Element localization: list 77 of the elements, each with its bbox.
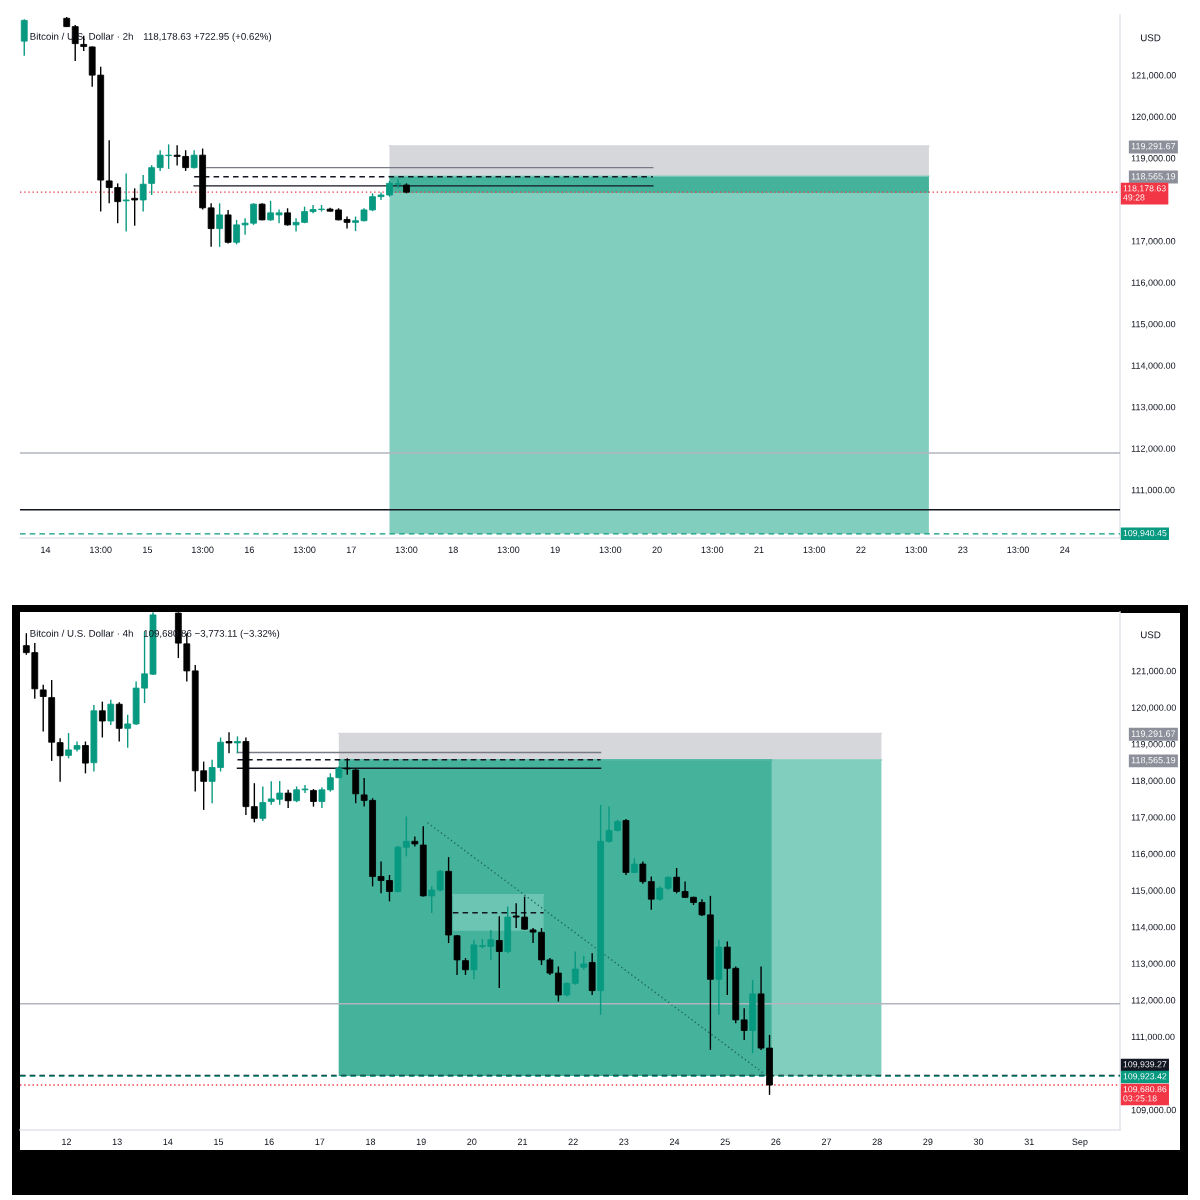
y-tick-label: 114,000.00	[1131, 362, 1176, 370]
x-tick-label: 14	[163, 1138, 173, 1145]
x-tick-label: 13:00	[905, 546, 928, 553]
x-tick-label: 19	[550, 546, 560, 553]
text: 118,178.63 +722.95 (+0.62%)	[143, 32, 272, 42]
x-tick-label: 19	[416, 1138, 426, 1145]
ref-line-label: 118,178.63 49:28	[1123, 185, 1166, 201]
y-tick-label: 117,000.00	[1131, 814, 1176, 822]
text: Bitcoin / U.S. Dollar · 4h	[30, 629, 133, 637]
x-tick-label: 16	[264, 1138, 274, 1145]
x-tick-label: 13:00	[293, 546, 316, 553]
y-tick-label: 118,565.19	[1131, 173, 1176, 181]
x-tick-label: 13	[112, 1138, 122, 1145]
x-tick-label: 12	[62, 1138, 72, 1145]
x-tick-label: 14	[41, 546, 51, 553]
x-tick-label: 22	[856, 546, 866, 553]
x-tick-label: Sep	[1072, 1138, 1088, 1147]
x-tick-label: 13:00	[497, 546, 520, 553]
x-tick-label: 24	[669, 1138, 680, 1145]
x-tick-label: 22	[568, 1138, 578, 1145]
ref-line-label: 109,940.45	[1123, 529, 1167, 538]
y-tick-label: 118,565.19	[1131, 756, 1176, 765]
x-tick-label: 20	[652, 546, 662, 553]
y-tick-label: 119,291.67	[1131, 730, 1176, 738]
y-tick-label: 116,000.00	[1131, 850, 1176, 859]
x-tick-label: 24	[1060, 546, 1070, 553]
y-tick-label: 118,000.00	[1131, 777, 1176, 786]
x-tick-label: 23	[958, 546, 968, 553]
y-tick-label: 113,000.00	[1131, 960, 1176, 968]
x-tick-label: 13:00	[90, 546, 112, 553]
x-tick-label: 28	[872, 1138, 882, 1145]
y-tick-label: 117,000.00	[1131, 238, 1176, 246]
ref-line-label: 109,680.86 03:25:18	[1123, 1086, 1167, 1102]
ref-line-label: 109,923.42	[1123, 1073, 1167, 1081]
x-tick-label: 30	[973, 1138, 984, 1145]
x-tick-label: 21	[517, 1138, 528, 1145]
x-tick-label: 15	[143, 546, 153, 553]
x-tick-label: 21	[754, 546, 764, 553]
x-tick-label: 25	[720, 1138, 730, 1145]
x-tick-label: 13:00	[1007, 546, 1030, 553]
y-tick-label: 119,291.67	[1131, 142, 1176, 151]
x-tick-label: 20	[467, 1138, 477, 1145]
x-tick-label: 17	[315, 1138, 325, 1145]
y-tick-label: 112,000.00	[1131, 997, 1176, 1005]
y-tick-label: 113,000.00	[1131, 403, 1176, 412]
y-tick-label: 111,000.00	[1131, 1033, 1175, 1042]
ref-line-label: 109,939.27	[1123, 1061, 1167, 1069]
x-tick-label: 13:00	[395, 546, 418, 553]
y-tick-label: 111,000.00	[1131, 486, 1175, 495]
x-tick-label: 23	[619, 1138, 629, 1145]
x-tick-label: 26	[771, 1138, 781, 1145]
x-tick-label: 13:00	[803, 546, 826, 553]
y-axis-title: USD	[1141, 631, 1161, 639]
y-tick-label: 121,000.00	[1131, 667, 1176, 676]
y-tick-label: 119,000.00	[1131, 155, 1176, 163]
x-tick-label: 16	[245, 546, 254, 553]
x-tick-label: 27	[821, 1138, 832, 1145]
x-tick-label: 13:00	[192, 546, 214, 553]
y-tick-label: 115,000.00	[1131, 320, 1176, 329]
x-tick-label: 18	[366, 1138, 376, 1145]
y-tick-label: 115,000.00	[1131, 887, 1176, 895]
x-tick-label: 18	[448, 546, 458, 553]
y-tick-label: 112,000.00	[1131, 445, 1176, 453]
y-tick-label: 114,000.00	[1131, 923, 1176, 932]
y-tick-label: 116,000.00	[1131, 279, 1176, 287]
x-tick-label: 31	[1024, 1138, 1034, 1145]
y-tick-label: 109,000.00	[1131, 1106, 1176, 1115]
y-tick-label: 120,000.00	[1131, 113, 1176, 122]
y-axis-title: USD	[1141, 34, 1161, 42]
x-tick-label: 15	[214, 1138, 224, 1145]
x-tick-label: 13:00	[701, 546, 724, 553]
y-tick-label: 121,000.00	[1131, 72, 1176, 80]
y-tick-label: 120,000.00	[1131, 704, 1176, 712]
x-tick-label: 17	[346, 546, 356, 553]
x-tick-label: 13:00	[599, 546, 622, 553]
y-tick-label: 119,000.00	[1131, 741, 1176, 749]
x-tick-label: 29	[923, 1138, 933, 1145]
